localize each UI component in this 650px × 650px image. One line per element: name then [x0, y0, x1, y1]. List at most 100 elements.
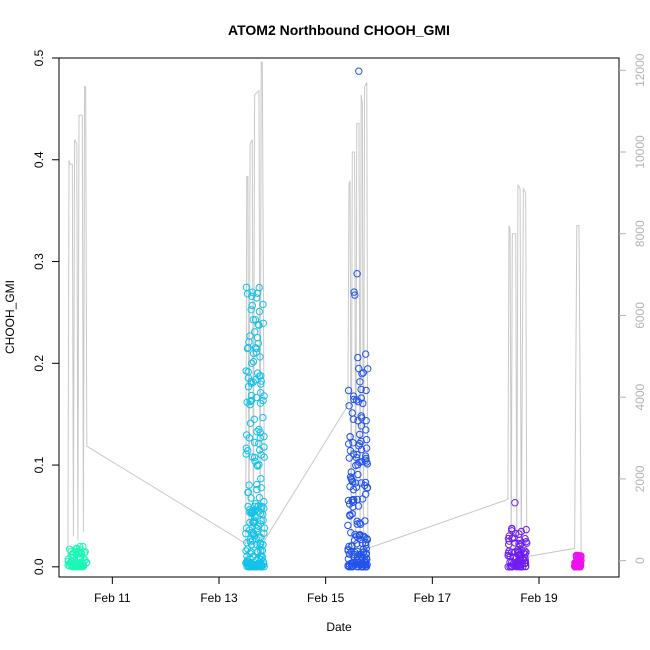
data-point	[250, 415, 259, 423]
y-tick-label: 0.5	[32, 49, 46, 66]
data-point	[575, 563, 583, 571]
data-point	[260, 497, 268, 506]
data-point	[362, 350, 370, 358]
y2-tick-label: 4000	[633, 384, 647, 411]
data-point	[259, 413, 267, 422]
data-point	[255, 493, 264, 502]
data-point	[344, 386, 353, 395]
data-point	[346, 512, 354, 520]
data-point	[359, 369, 367, 377]
data-point	[576, 558, 584, 567]
y-tick-label: 0.0	[32, 558, 46, 575]
data-point	[364, 365, 372, 373]
data-point	[357, 394, 365, 402]
data-point	[257, 552, 266, 560]
data-point	[357, 563, 366, 571]
data-point	[353, 270, 361, 278]
data-point	[352, 483, 361, 491]
data-point	[353, 495, 361, 504]
data-point	[573, 552, 581, 560]
data-point	[242, 547, 250, 555]
data-point	[348, 409, 356, 417]
data-point	[511, 529, 520, 538]
data-point	[257, 563, 266, 571]
data-point	[251, 438, 259, 447]
x-tick-label: Feb 11	[94, 591, 131, 605]
y2-tick-label: 2000	[633, 465, 647, 492]
data-point	[355, 439, 364, 448]
data-point	[257, 380, 265, 388]
data-point	[247, 391, 256, 400]
data-point	[352, 396, 361, 404]
data-point	[517, 557, 525, 565]
data-point	[255, 425, 263, 434]
data-point	[245, 481, 253, 489]
x-tick-label: Feb 15	[307, 591, 345, 605]
data-point	[350, 559, 358, 567]
data-point	[356, 378, 364, 386]
data-point	[248, 541, 256, 549]
data-point	[69, 558, 77, 566]
y-tick-label: 0.1	[32, 456, 46, 473]
data-point	[257, 484, 265, 492]
flight-5-points	[570, 551, 585, 571]
data-point	[246, 332, 254, 340]
data-point	[504, 534, 513, 543]
data-point	[248, 292, 256, 300]
data-point	[355, 67, 363, 75]
data-point	[345, 402, 353, 410]
data-point	[363, 460, 371, 468]
data-point	[348, 478, 357, 486]
data-point	[511, 499, 519, 507]
y-tick-label: 0.2	[32, 355, 46, 372]
data-point	[245, 434, 254, 442]
altitude-line	[67, 61, 582, 559]
data-point	[254, 522, 263, 531]
data-point	[361, 556, 369, 565]
data-point	[64, 557, 73, 565]
data-point	[522, 525, 530, 534]
data-point	[253, 334, 262, 342]
data-point	[516, 536, 524, 544]
data-point	[508, 524, 516, 533]
data-point	[350, 288, 358, 296]
data-point	[355, 531, 364, 539]
data-point	[358, 495, 367, 503]
data-point	[362, 444, 371, 452]
data-point	[242, 529, 250, 538]
data-point	[351, 530, 359, 539]
data-point	[251, 316, 260, 324]
data-point	[570, 562, 579, 570]
data-point	[353, 547, 361, 555]
data-point	[259, 541, 267, 549]
data-point	[344, 521, 352, 530]
y2-tick-label: 6000	[633, 302, 647, 329]
data-point	[253, 556, 261, 564]
data-point	[248, 536, 257, 545]
data-point	[256, 446, 264, 454]
data-point	[249, 509, 257, 517]
altitude-series	[67, 61, 582, 559]
data-point	[244, 374, 253, 382]
data-point	[252, 393, 261, 402]
data-point	[347, 547, 355, 556]
data-point	[244, 488, 253, 497]
y-tick-label: 0.4	[32, 151, 46, 168]
data-point	[357, 422, 366, 430]
data-point	[244, 447, 252, 455]
data-point	[521, 550, 529, 558]
data-point	[521, 559, 530, 567]
data-point	[356, 519, 364, 527]
flight-4-points	[504, 499, 531, 571]
data-point	[259, 516, 267, 524]
data-point	[515, 539, 523, 548]
data-point	[347, 468, 355, 476]
data-point	[506, 552, 514, 560]
data-point	[253, 369, 262, 377]
data-point	[243, 398, 251, 406]
y-tick-label: 0.3	[32, 253, 46, 270]
data-point	[354, 353, 362, 362]
data-point	[358, 370, 366, 378]
